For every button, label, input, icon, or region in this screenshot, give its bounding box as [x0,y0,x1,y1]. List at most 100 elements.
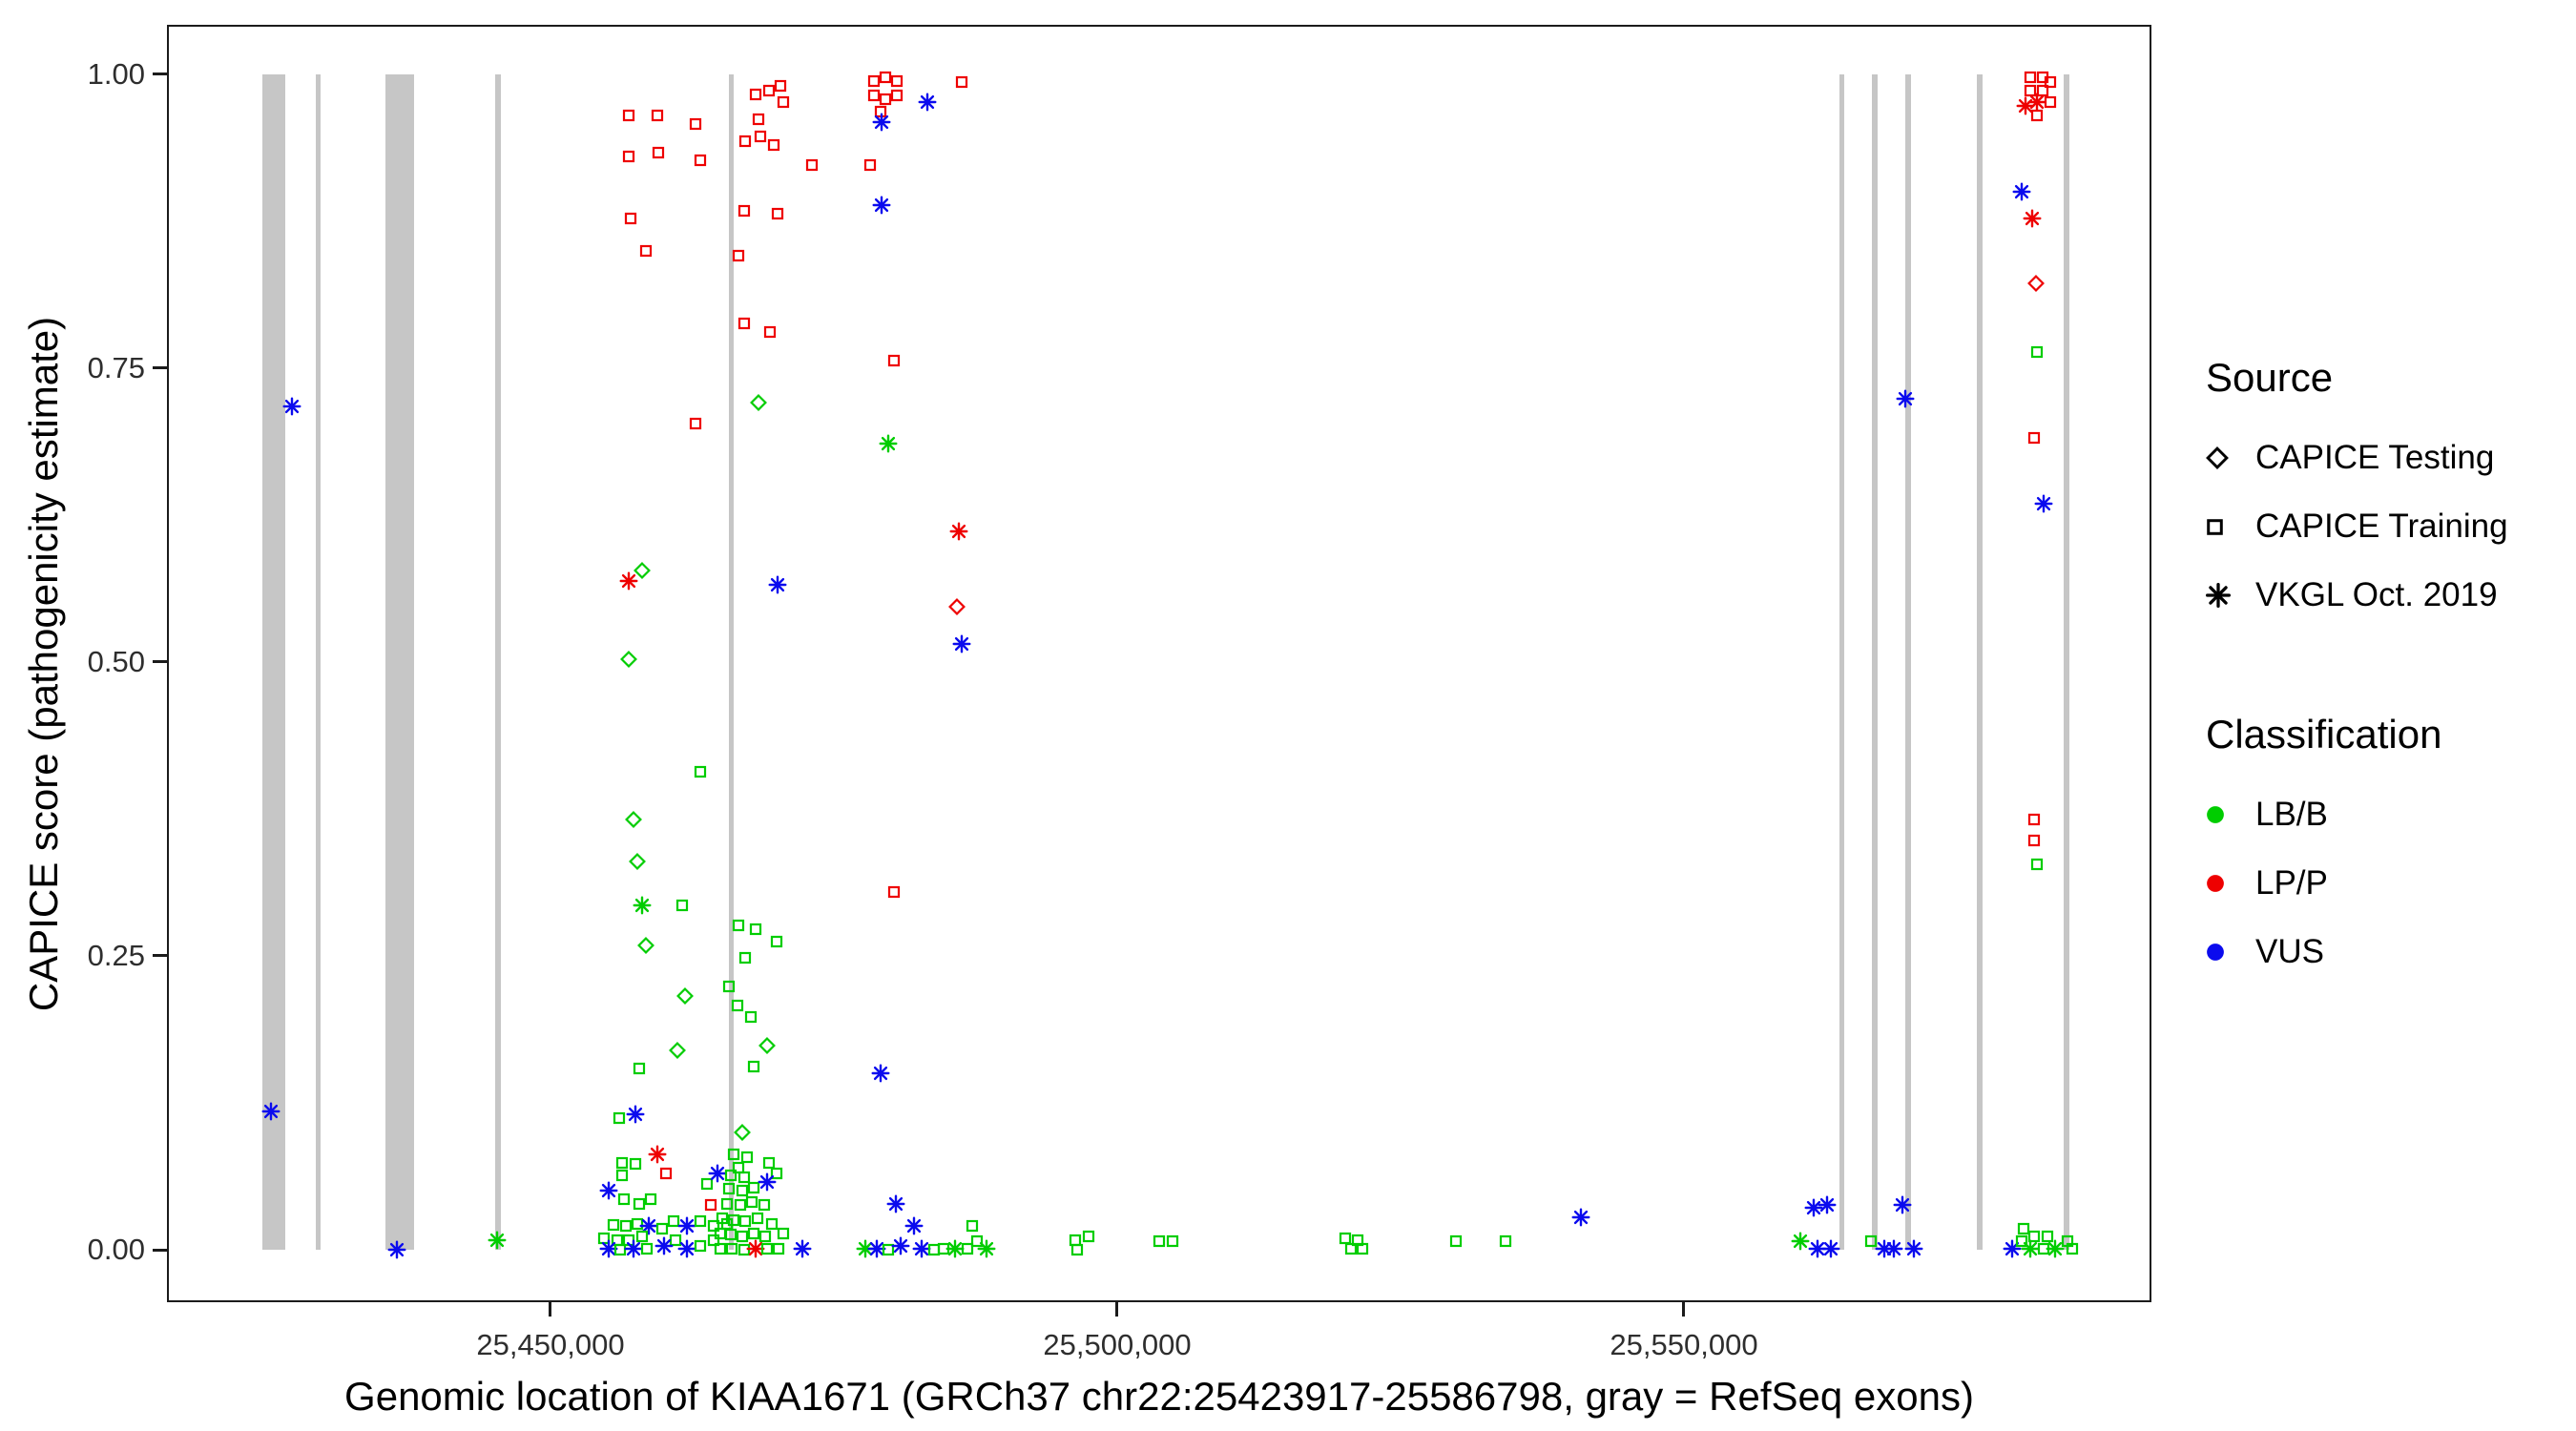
data-point [777,95,790,109]
x-tick-mark [1115,1302,1119,1317]
data-point [754,130,767,143]
data-point [716,1212,729,1225]
data-point [1571,1208,1590,1227]
asterisk-marker-icon [261,1102,280,1121]
square-marker-icon [879,93,892,105]
data-point [1864,1234,1878,1248]
data-point [2017,1222,2030,1235]
asterisk-marker-icon [1893,1195,1912,1214]
y-tick-label: 0.25 [87,938,145,972]
data-point [891,1236,910,1255]
asterisk-marker-icon [2021,1239,2040,1258]
data-point [2034,494,2053,513]
data-point [634,561,652,579]
diamond-legend-glyph [2206,446,2229,469]
square-marker-icon [2066,1242,2078,1255]
asterisk-marker-icon [793,1239,812,1258]
asterisk-marker-icon [872,196,891,215]
legend-item-label: LP/P [2255,864,2328,902]
square-marker-icon [704,1199,717,1212]
square-marker-icon [747,1060,760,1072]
square-marker-icon [622,109,635,121]
y-tick-mark [153,660,167,664]
square-marker-icon [737,1171,750,1183]
square-marker-icon [615,1156,629,1169]
data-point [644,1192,657,1206]
data-point [737,1243,751,1256]
refseq-exon-bar [495,73,501,1251]
asterisk-marker-icon [879,434,898,453]
square-marker-icon [619,1220,632,1233]
data-point [2024,71,2037,84]
square-marker-icon [727,1214,740,1227]
data-point [2027,431,2041,445]
square-marker-icon [631,1217,643,1231]
data-point [736,1230,749,1243]
square-legend-glyph [2207,518,2223,535]
square-marker-icon [883,1243,895,1256]
data-point [734,1198,747,1212]
data-point [675,899,689,912]
asterisk-marker-icon [2034,494,2053,513]
data-point [2030,858,2044,871]
data-point [2044,75,2057,89]
square-marker-icon [2025,72,2037,84]
asterisk-marker-icon [654,1236,674,1255]
square-marker-icon [695,154,707,166]
data-point [890,89,904,102]
data-point [1904,1239,1923,1258]
data-point [2021,1239,2040,1258]
data-point [752,113,765,126]
refseq-exon-bar [1839,73,1844,1251]
data-point [619,1219,633,1233]
data-point [625,811,643,828]
asterisk-marker-icon [624,1239,643,1258]
data-point [652,146,665,159]
data-point [2041,1230,2054,1243]
data-point [872,113,891,132]
data-point [731,999,744,1012]
square-marker-icon [2027,813,2040,826]
square-marker-icon [891,75,904,88]
asterisk-marker-icon [2023,209,2042,228]
asterisk-marker-icon [891,1236,910,1255]
data-point [677,1239,696,1258]
refseq-exon-bar [1977,73,1983,1251]
square-marker-icon [622,150,635,163]
data-point [737,317,751,330]
data-point [961,1242,974,1255]
data-point [1804,1198,1823,1217]
square-marker-icon [874,106,886,118]
square-marker-icon [762,84,775,97]
data-point [890,74,904,88]
square-marker-icon [613,1111,625,1125]
asterisk-marker-icon [1904,1239,1923,1258]
data-point [599,1239,618,1258]
asterisk-marker-icon [677,1239,696,1258]
data-point [768,575,787,594]
square-marker-icon [624,213,636,225]
legend-item-diamond: CAPICE Testing [2206,424,2508,492]
square-marker-icon [726,1242,738,1255]
data-point [694,765,707,778]
refseq-exon-bar [315,73,321,1251]
asterisk-marker-icon [599,1181,618,1200]
diamond-marker-icon [2026,275,2045,293]
data-point [747,1227,760,1240]
x-tick-label: 25,550,000 [1610,1328,1758,1361]
data-point [633,1197,646,1211]
square-marker-icon [775,79,787,93]
asterisk-marker-icon [945,1239,965,1258]
data-point [1356,1242,1369,1255]
data-point [654,1236,674,1255]
data-point [2026,275,2045,293]
square-marker-icon [737,204,750,217]
asterisk-marker-icon [977,1239,996,1258]
data-point [882,1243,895,1256]
data-point [770,935,783,948]
asterisk-marker-icon [904,1216,924,1235]
data-point [613,1111,626,1125]
data-point [760,1242,774,1255]
diamond-marker-icon [628,853,646,871]
asterisk-marker-icon [1818,1195,1837,1214]
